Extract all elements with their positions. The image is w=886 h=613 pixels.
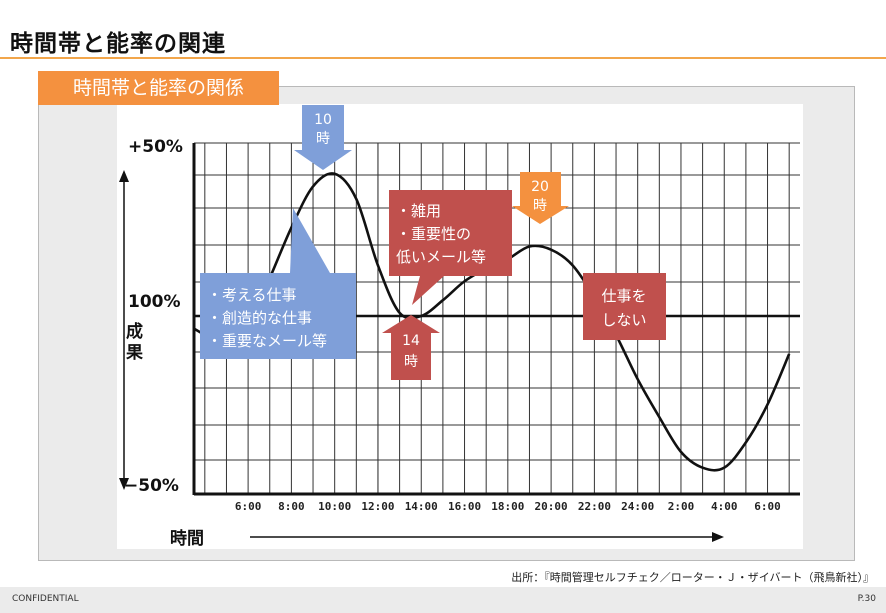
blue-bubble-text: ・創造的な仕事 — [207, 309, 312, 327]
y-tick-label: −50% — [124, 476, 179, 496]
x-tick-label: 18:00 — [491, 500, 524, 513]
no-work-text: 仕事を — [601, 287, 646, 305]
y-axis-title: 果 — [126, 343, 143, 363]
callout-14-arrow — [382, 315, 440, 380]
y-tick-label: +50% — [128, 137, 183, 157]
red-bubble-text: 低いメール等 — [396, 248, 486, 266]
red-speech-bubble — [389, 190, 512, 305]
callout-10-arrow — [294, 105, 352, 170]
blue-bubble-text: ・考える仕事 — [207, 286, 297, 304]
source-citation: 出所：『時間管理セルフチェク／ローター・Ｊ・ザイバート（飛鳥新社）』 — [511, 571, 874, 584]
callout-14-label: 時 — [404, 354, 418, 370]
x-tick-label: 4:00 — [711, 500, 738, 513]
x-tick-label: 8:00 — [278, 500, 305, 513]
callout-10-label: 時 — [316, 131, 330, 147]
x-tick-label: 6:00 — [235, 500, 262, 513]
x-tick-label: 20:00 — [535, 500, 568, 513]
y-tick-label: 100% — [128, 292, 181, 312]
x-tick-label: 24:00 — [621, 500, 654, 513]
callout-20-label: 20 — [531, 179, 549, 195]
page-title: 時間帯と能率の関連 — [10, 31, 226, 57]
callout-10-label: 10 — [314, 112, 332, 128]
x-tick-label: 14:00 — [405, 500, 438, 513]
x-arrow-head — [712, 532, 724, 542]
x-tick-label: 12:00 — [361, 500, 394, 513]
y-arrow-head-down — [119, 478, 129, 490]
x-tick-label: 16:00 — [448, 500, 481, 513]
footer-bar — [0, 587, 886, 613]
x-axis-title: 時間 — [170, 528, 204, 549]
x-tick-label: 22:00 — [578, 500, 611, 513]
callouts: 10時20時14時・考える仕事・創造的な仕事・重要なメール等・雑用・重要性の低い… — [200, 105, 666, 380]
callout-14-label: 14 — [402, 333, 420, 349]
y-arrow-head-up — [119, 170, 129, 182]
blue-speech-bubble — [200, 208, 356, 359]
red-bubble-text: ・雑用 — [396, 202, 441, 220]
x-tick-label: 10:00 — [318, 500, 351, 513]
red-bubble-text: ・重要性の — [396, 225, 471, 243]
x-tick-label: 6:00 — [754, 500, 781, 513]
no-work-box — [583, 273, 666, 340]
callout-20-label: 時 — [533, 198, 547, 214]
page-number: P.30 — [857, 594, 876, 604]
title-divider — [0, 57, 886, 59]
x-tick-label: 2:00 — [668, 500, 695, 513]
section-label: 時間帯と能率の関係 — [38, 71, 279, 105]
confidential-label: CONFIDENTIAL — [12, 594, 79, 604]
blue-bubble-text: ・重要なメール等 — [207, 332, 327, 350]
x-tick-labels: 6:00 8:00 10:00 12:00 14:00 16:00 18:00 20:00 22… — [235, 500, 781, 513]
callout-20-arrow — [512, 172, 569, 224]
y-axis-title: 成 — [126, 321, 143, 342]
no-work-text: しない — [601, 311, 646, 329]
